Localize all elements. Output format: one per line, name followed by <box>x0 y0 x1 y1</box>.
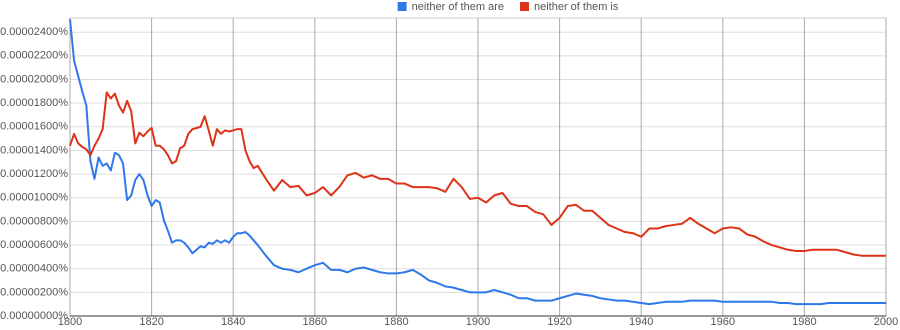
y-tick-label: 0.00001800% <box>0 97 68 109</box>
legend: neither of them are neither of them is <box>397 1 619 13</box>
legend-label: neither of them are <box>412 1 504 13</box>
y-tick-label: 0.00001000% <box>0 192 68 204</box>
y-tick-label: 0.00002000% <box>0 73 68 85</box>
x-tick-label: 1840 <box>221 316 245 328</box>
y-tick-label: 0.00001200% <box>0 168 68 180</box>
x-tick-label: 1880 <box>384 316 408 328</box>
x-tick-label: 1860 <box>303 316 327 328</box>
legend-label: neither of them is <box>534 1 619 13</box>
y-tick-label: 0.00000400% <box>0 263 68 275</box>
x-tick-label: 1900 <box>466 316 490 328</box>
x-tick-label: 1980 <box>792 316 816 328</box>
y-tick-label: 0.00000800% <box>0 215 68 227</box>
x-tick-label: 1940 <box>629 316 653 328</box>
legend-swatch <box>397 2 407 11</box>
x-tick-label: 1960 <box>711 316 735 328</box>
y-tick-label: 0.00001400% <box>0 144 68 156</box>
series-line <box>69 19 886 306</box>
y-tick-label: 0.00000200% <box>0 286 68 298</box>
y-tick-label: 0.00000600% <box>0 239 68 251</box>
y-tick-label: 0.00002400% <box>0 26 68 38</box>
legend-swatch <box>519 2 529 11</box>
series-line <box>69 91 886 257</box>
y-tick-label: 0.00001600% <box>0 121 68 133</box>
y-tick-label: 0.00000000% <box>0 310 68 322</box>
x-tick-label: 1800 <box>58 316 82 328</box>
x-tick-label: 1820 <box>139 316 163 328</box>
x-tick-label: 1920 <box>547 316 571 328</box>
x-tick-label: 2000 <box>874 316 898 328</box>
y-tick-label: 0.00002200% <box>0 50 68 62</box>
